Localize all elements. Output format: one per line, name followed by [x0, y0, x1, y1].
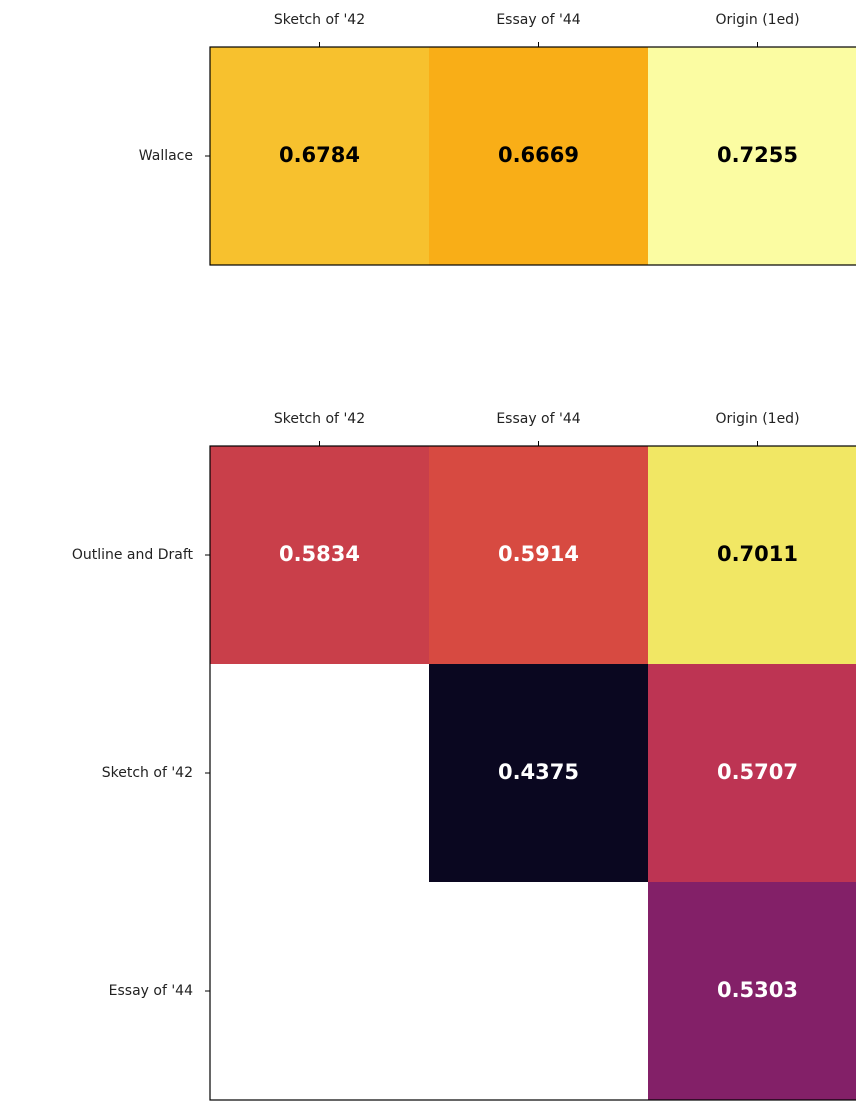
cell-label: 0.7011 [717, 542, 798, 566]
heatmap-cell [648, 882, 856, 1100]
cell-label: 0.5834 [279, 542, 360, 566]
heatmap-cell [429, 664, 648, 882]
x-tick-label: Sketch of '42 [274, 12, 365, 28]
cell-label: 0.6669 [498, 143, 579, 167]
heatmap-cell [648, 47, 856, 265]
x-tick-label: Essay of '44 [496, 12, 580, 28]
y-tick-label: Wallace [139, 148, 193, 164]
y-tick-label: Sketch of '42 [102, 765, 193, 781]
x-tick-label: Sketch of '42 [274, 411, 365, 427]
x-tick-label: Essay of '44 [496, 411, 580, 427]
cell-label: 0.4375 [498, 760, 579, 784]
cell-label: 0.6784 [279, 143, 360, 167]
heatmap-cell [210, 47, 429, 265]
heatmap-cell [429, 446, 648, 664]
heatmap-cell [648, 664, 856, 882]
cell-label: 0.7255 [717, 143, 798, 167]
cell-label: 0.5914 [498, 542, 579, 566]
heatmap-cell [429, 47, 648, 265]
x-tick-label: Origin (1ed) [715, 12, 799, 28]
cell-label: 0.5303 [717, 978, 798, 1002]
x-tick-label: Origin (1ed) [715, 411, 799, 427]
cell-label: 0.5707 [717, 760, 798, 784]
y-tick-label: Outline and Draft [72, 547, 194, 563]
heatmap-cell [210, 446, 429, 664]
y-tick-label: Essay of '44 [109, 983, 193, 999]
heatmap-cell [648, 446, 856, 664]
